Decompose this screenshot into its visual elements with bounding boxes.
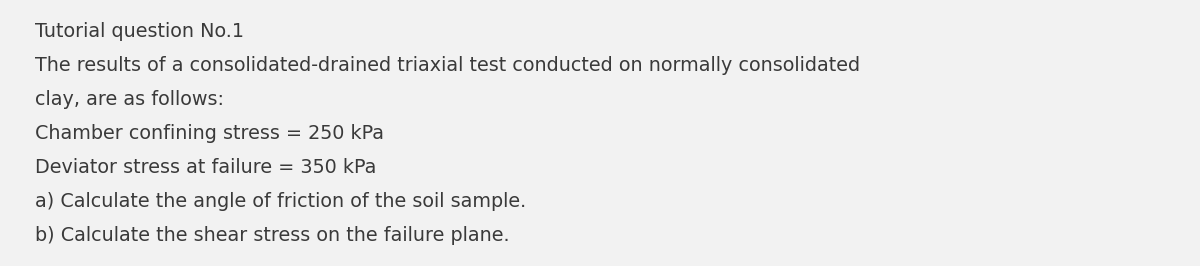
Text: The results of a consolidated-drained triaxial test conducted on normally consol: The results of a consolidated-drained tr… bbox=[35, 56, 860, 75]
Text: a) Calculate the angle of friction of the soil sample.: a) Calculate the angle of friction of th… bbox=[35, 192, 527, 211]
Text: Deviator stress at failure = 350 kPa: Deviator stress at failure = 350 kPa bbox=[35, 158, 377, 177]
Text: clay, are as follows:: clay, are as follows: bbox=[35, 90, 224, 109]
Text: b) Calculate the shear stress on the failure plane.: b) Calculate the shear stress on the fai… bbox=[35, 226, 510, 245]
Text: Tutorial question No.1: Tutorial question No.1 bbox=[35, 22, 244, 41]
Text: Chamber confining stress = 250 kPa: Chamber confining stress = 250 kPa bbox=[35, 124, 384, 143]
